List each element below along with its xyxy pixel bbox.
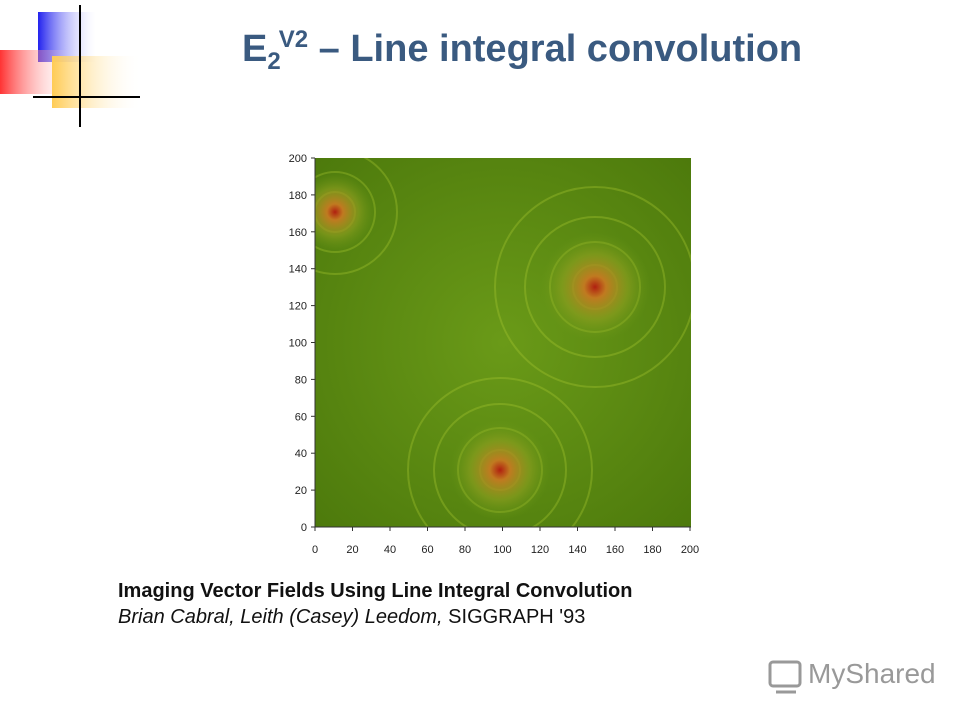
caption: Imaging Vector Fields Using Line Integra… [118, 578, 633, 630]
x-tick-label: 120 [531, 544, 549, 556]
title-main: E [242, 28, 268, 70]
y-tick-label: 160 [289, 227, 307, 239]
title-rest: – Line integral convolution [318, 28, 803, 70]
x-tick-label: 80 [459, 544, 471, 556]
y-tick-label: 200 [289, 153, 307, 165]
caption-title: Imaging Vector Fields Using Line Integra… [118, 580, 633, 602]
y-tick-label: 20 [295, 485, 307, 497]
y-tick-label: 40 [295, 448, 307, 460]
watermark: MyShared [808, 658, 936, 689]
watermark-icon [768, 660, 802, 694]
title-sub: 2 [267, 48, 281, 75]
x-tick-label: 0 [312, 544, 318, 556]
x-tick-label: 60 [421, 544, 433, 556]
lic-image [315, 158, 691, 527]
y-tick-label: 0 [301, 522, 307, 534]
title: E2V2 – Line integral convolution [242, 26, 802, 76]
y-tick-label: 180 [289, 190, 307, 202]
x-tick-label: 160 [606, 544, 624, 556]
title-sup: V2 [278, 26, 309, 53]
x-tick-label: 180 [643, 544, 661, 556]
y-tick-label: 60 [295, 411, 307, 423]
y-tick-label: 140 [289, 264, 307, 276]
caption-authors: Brian Cabral, Leith (Casey) Leedom, [118, 606, 443, 628]
x-tick-label: 100 [493, 544, 511, 556]
x-tick-label: 20 [346, 544, 358, 556]
y-tick-label: 100 [289, 338, 307, 350]
caption-venue: SIGGRAPH '93 [448, 606, 586, 628]
y-tick-label: 80 [295, 374, 307, 386]
y-tick-label: 120 [289, 301, 307, 313]
x-tick-label: 140 [568, 544, 586, 556]
x-tick-label: 200 [681, 544, 699, 556]
x-tick-label: 40 [384, 544, 396, 556]
